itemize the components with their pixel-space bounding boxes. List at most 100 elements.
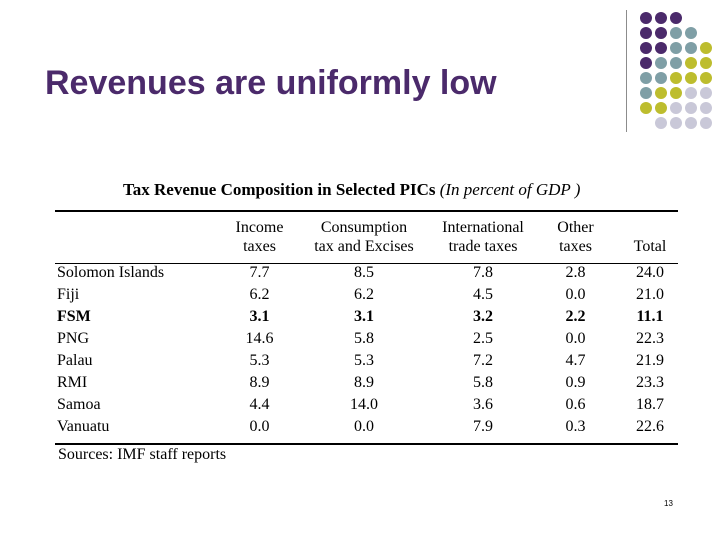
decor-dot (655, 27, 667, 39)
source-note: Sources: IMF staff reports (58, 446, 227, 463)
tax-revenue-table: Income taxes Consumption tax and Excises Int… (55, 218, 678, 438)
decor-dot (655, 12, 667, 24)
cell-income: 4.4 (249, 396, 270, 413)
cell-other: 0.3 (565, 418, 586, 435)
col-header-other: Other taxes (539, 218, 612, 262)
table-top-rule (55, 210, 678, 212)
cell-country: Solomon Islands (57, 264, 165, 281)
table-row: Solomon Islands 7.7 8.5 7.8 2.8 24.0 (55, 262, 678, 284)
cell-income: 14.6 (245, 330, 274, 347)
table-title-unit: (In percent of GDP ) (439, 180, 581, 199)
cell-other: 2.8 (565, 264, 586, 281)
cell-international: 5.8 (473, 374, 493, 391)
decor-dot (640, 87, 652, 99)
decor-dot (700, 87, 712, 99)
decor-dot (640, 12, 652, 24)
decor-dot (640, 27, 652, 39)
table-header-rule (55, 263, 678, 264)
decorative-dot-grid (640, 12, 720, 142)
cell-consumption: 0.0 (354, 418, 374, 435)
header-line-1 (55, 218, 218, 237)
col-header-total: Total (612, 218, 678, 262)
cell-international: 4.5 (473, 286, 493, 303)
decor-dot (670, 87, 682, 99)
decor-dot (685, 27, 697, 39)
decor-dot (670, 117, 682, 129)
col-header-country (55, 218, 218, 262)
cell-country: Samoa (57, 396, 101, 413)
col-header-consumption: Consumption tax and Excises (301, 218, 427, 262)
cell-total: 21.0 (636, 286, 664, 303)
decor-dot (670, 102, 682, 114)
cell-other: 2.2 (565, 308, 586, 325)
slide-title: Revenues are uniformly low (45, 64, 497, 102)
cell-country: PNG (57, 330, 90, 347)
cell-other: 0.0 (565, 286, 586, 303)
decor-dot (655, 72, 667, 84)
header-line-1 (612, 218, 678, 237)
cell-international: 3.2 (473, 308, 493, 325)
header-line-2: taxes (243, 238, 276, 255)
table-row: Samoa 4.4 14.0 3.6 0.6 18.7 (55, 394, 678, 416)
cell-international: 7.8 (473, 264, 493, 281)
cell-other: 0.6 (565, 396, 586, 413)
cell-income: 7.7 (249, 264, 270, 281)
cell-other: 0.9 (565, 374, 586, 391)
decor-dot (685, 42, 697, 54)
page-number: 13 (664, 499, 673, 508)
decor-dot (640, 72, 652, 84)
col-header-international: International trade taxes (427, 218, 539, 262)
table-bottom-rule (55, 443, 678, 445)
cell-consumption: 8.9 (354, 374, 374, 391)
decor-dot (700, 57, 712, 69)
cell-consumption: 3.1 (354, 308, 374, 325)
table-row: RMI 8.9 8.9 5.8 0.9 23.3 (55, 372, 678, 394)
cell-total: 23.3 (636, 374, 664, 391)
decor-dot (655, 102, 667, 114)
cell-income: 5.3 (249, 352, 270, 369)
decor-dot (700, 42, 712, 54)
cell-consumption: 8.5 (354, 264, 374, 281)
cell-country: Vanuatu (57, 418, 110, 435)
cell-total: 18.7 (636, 396, 664, 413)
cell-other: 0.0 (565, 330, 586, 347)
decor-dot (670, 57, 682, 69)
header-line-1: International (442, 219, 524, 236)
cell-country: RMI (57, 374, 88, 391)
cell-total: 24.0 (636, 264, 664, 281)
decor-dot (655, 42, 667, 54)
table-header-row: Income taxes Consumption tax and Excises Int… (55, 218, 678, 262)
table-row: FSM 3.1 3.1 3.2 2.2 11.1 (55, 306, 678, 328)
decor-dot (685, 57, 697, 69)
header-line-2: Total (633, 238, 667, 255)
cell-total: 22.3 (636, 330, 664, 347)
cell-international: 7.9 (473, 418, 493, 435)
cell-consumption: 5.8 (354, 330, 374, 347)
decor-dot (670, 42, 682, 54)
cell-income: 3.1 (249, 308, 270, 325)
decor-dot (640, 42, 652, 54)
cell-other: 4.7 (565, 352, 586, 369)
table-row: Fiji 6.2 6.2 4.5 0.0 21.0 (55, 284, 678, 306)
cell-international: 7.2 (473, 352, 493, 369)
header-line-1: Consumption (320, 219, 408, 236)
decor-dot (700, 102, 712, 114)
cell-income: 8.9 (249, 374, 270, 391)
table-row: Palau 5.3 5.3 7.2 4.7 21.9 (55, 350, 678, 372)
decor-dot (685, 87, 697, 99)
col-header-income: Income taxes (218, 218, 301, 262)
decor-dot (655, 57, 667, 69)
decor-dot (655, 87, 667, 99)
header-line-2 (55, 237, 218, 256)
header-line-2: tax and Excises (314, 238, 414, 255)
decor-dot (640, 102, 652, 114)
cell-country: Palau (57, 352, 93, 369)
decor-dot (685, 102, 697, 114)
cell-country: FSM (57, 308, 91, 325)
cell-international: 3.6 (473, 396, 493, 413)
decor-dot (640, 57, 652, 69)
header-line-1: Other (557, 219, 594, 236)
table-body: Solomon Islands 7.7 8.5 7.8 2.8 24.0 Fiji 6.2 6.… (55, 262, 678, 438)
table-row: Vanuatu 0.0 0.0 7.9 0.3 22.6 (55, 416, 678, 438)
cell-consumption: 6.2 (354, 286, 374, 303)
